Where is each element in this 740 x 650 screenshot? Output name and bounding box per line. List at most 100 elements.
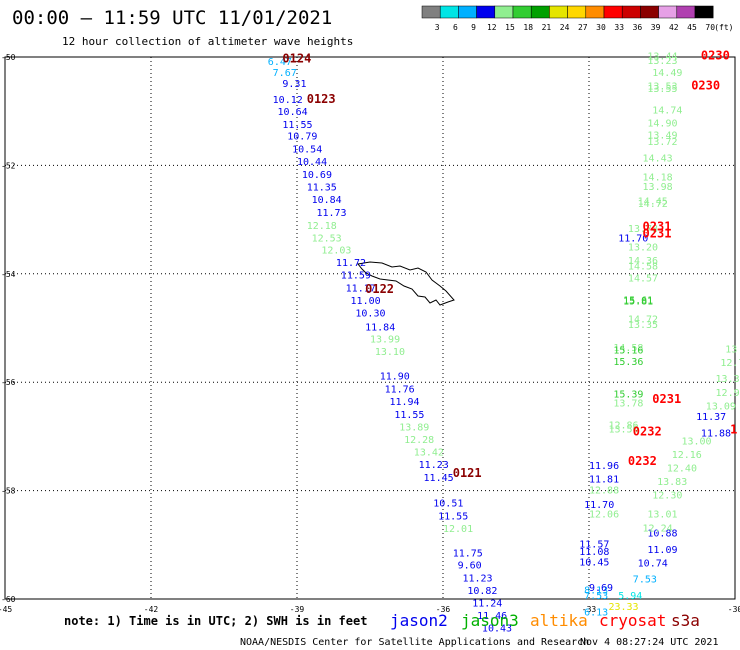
colorbar-label: 21: [542, 23, 552, 32]
colorbar-label: 36: [633, 23, 643, 32]
wave-height-label: 7.53: [633, 575, 657, 586]
wave-height-label: 12.18: [307, 221, 337, 232]
pass-time-label: 1: [730, 423, 737, 437]
wave-height-label: 13.20: [628, 242, 658, 253]
colorbar-swatch: [603, 5, 623, 19]
wave-height-label: 10.30: [355, 309, 385, 320]
wave-height-label: 13.44: [647, 52, 677, 63]
wave-height-label: 11.57: [579, 540, 609, 551]
y-tick-label: -58: [1, 487, 16, 496]
y-tick-label: -54: [1, 270, 16, 279]
wave-height-label: 12.30: [652, 491, 682, 502]
x-tick-label: -42: [144, 605, 159, 614]
wave-height-label: 11.08: [579, 547, 609, 558]
wave-height-label: 6.13: [584, 607, 608, 618]
wave-height-label: 11.23: [419, 460, 449, 471]
x-tick-label: -45: [0, 605, 12, 614]
pass-time-label: 0232: [633, 424, 662, 438]
pass-time-label: 0230: [691, 79, 720, 93]
wave-height-label: 14.74: [652, 105, 682, 116]
colorbar-label: 24: [560, 23, 570, 32]
wave-height-label: 11.55: [282, 120, 312, 131]
wave-height-label: 11.23: [462, 574, 492, 585]
wave-height-label: 10.88: [647, 529, 677, 540]
wave-height-label: 10.79: [287, 131, 317, 142]
wave-height-label: 13.50: [608, 425, 638, 436]
colorbar-unit: (ft): [714, 23, 733, 32]
wave-height-label: 13.23: [647, 56, 677, 67]
plot-area: -45 -42 -39 -36 -33 -30 -50 -52 -54 -56 -58 -60 9.3…: [0, 49, 740, 635]
colorbar-legend: 3 6 9 12 15 18 21 24 27 30 33 36 39 42 45 70 (ft): [421, 5, 733, 32]
wave-height-label: 11.88: [701, 428, 731, 439]
colorbar-swatch: [549, 5, 568, 19]
y-tick-label: -56: [1, 378, 16, 387]
wave-height-label: 5.94: [618, 591, 642, 602]
pass-time-label: 0123: [307, 92, 336, 106]
wave-height-label: 12.28: [404, 435, 434, 446]
x-tick-label: -33: [582, 605, 597, 614]
wave-height-label: 11.73: [316, 208, 346, 219]
wave-height-label: 11.75: [453, 549, 483, 560]
footer-timestamp: Nov 4 08:27:24 UTC 2021: [580, 637, 718, 648]
colorbar-label: 70: [705, 23, 715, 32]
island-coastline: [357, 261, 455, 306]
wave-height-label: 14.58: [628, 261, 658, 272]
colorbar-label: 6: [453, 23, 458, 32]
wave-height-label: 14.57: [628, 273, 658, 284]
wave-height-label: 13.09: [706, 401, 736, 412]
wave-height-label: 13.78: [613, 399, 643, 410]
wave-height-label: 12.40: [667, 464, 697, 475]
colorbar-label: 27: [578, 23, 588, 32]
colorbar-label: 39: [651, 23, 661, 32]
chart-title: 00:00 — 11:59 UTC 11/01/2021: [12, 7, 332, 29]
wave-height-label: 11.81: [589, 474, 619, 485]
wave-height-label: 12.98: [716, 388, 740, 399]
wave-height-label: 13.89: [399, 422, 429, 433]
wave-height-label: 11.70: [584, 500, 614, 511]
colorbar-swatch: [421, 5, 441, 19]
colorbar-swatch: [694, 5, 714, 19]
colorbar-swatch: [640, 5, 659, 19]
footer-note: note: 1) Time is in UTC; 2) SWH is in fe…: [64, 614, 367, 628]
wave-height-label: 7.53: [584, 591, 608, 602]
colorbar-label: 3: [435, 23, 440, 32]
wave-height-label: 7.67: [273, 68, 297, 79]
colorbar-label: 9: [471, 23, 476, 32]
legend-entry-altika: altika: [530, 611, 588, 630]
wave-height-label: 13.98: [643, 182, 673, 193]
wave-height-label: 13.10: [375, 347, 405, 358]
wave-height-label: 10.43: [482, 624, 512, 635]
wave-height-label: 14.43: [643, 154, 673, 165]
wave-height-label: 14.72: [638, 199, 668, 210]
wave-height-marks: 9.3110.1210.6411.5510.7910.5410.4410.691…: [268, 49, 740, 635]
wave-height-label: 14.45: [638, 196, 668, 207]
wave-height-label: 14.36: [628, 256, 658, 267]
wave-height-label: 11.45: [424, 473, 454, 484]
wave-height-label: 23.33: [608, 602, 638, 613]
colorbar-label: 45: [687, 23, 697, 32]
grid-lines: [5, 57, 735, 599]
colorbar-swatch: [676, 5, 696, 19]
x-tick-label: -36: [436, 605, 451, 614]
satellite-legend: jason2 jason3 altika cryosat s3a: [390, 611, 700, 630]
wave-height-label: 11.55: [438, 511, 468, 522]
plot-frame: [4, 56, 736, 600]
wave-height-label: 13.35: [628, 320, 658, 331]
wave-height-label: 15.16: [613, 345, 643, 356]
colorbar-swatch: [567, 5, 587, 19]
colorbar-swatch: [585, 5, 605, 19]
wave-height-label: 14.18: [643, 173, 673, 184]
wave-height-label: 13.00: [681, 437, 711, 448]
pass-time-label: 0121: [453, 466, 482, 480]
pass-time-label: 0231: [643, 219, 672, 233]
wave-height-label: 11.55: [394, 410, 424, 421]
wave-height-label: 13.01: [647, 510, 677, 521]
wave-height-label: 12.24: [643, 523, 673, 534]
colorbar-swatch: [621, 5, 641, 19]
wave-height-label: 10.44: [297, 157, 327, 168]
wave-height-label: 11.09: [647, 545, 677, 556]
pass-time-label: 0231: [652, 392, 681, 406]
wave-height-label: 10.54: [292, 144, 322, 155]
wave-height-label: 11.46: [477, 611, 507, 622]
